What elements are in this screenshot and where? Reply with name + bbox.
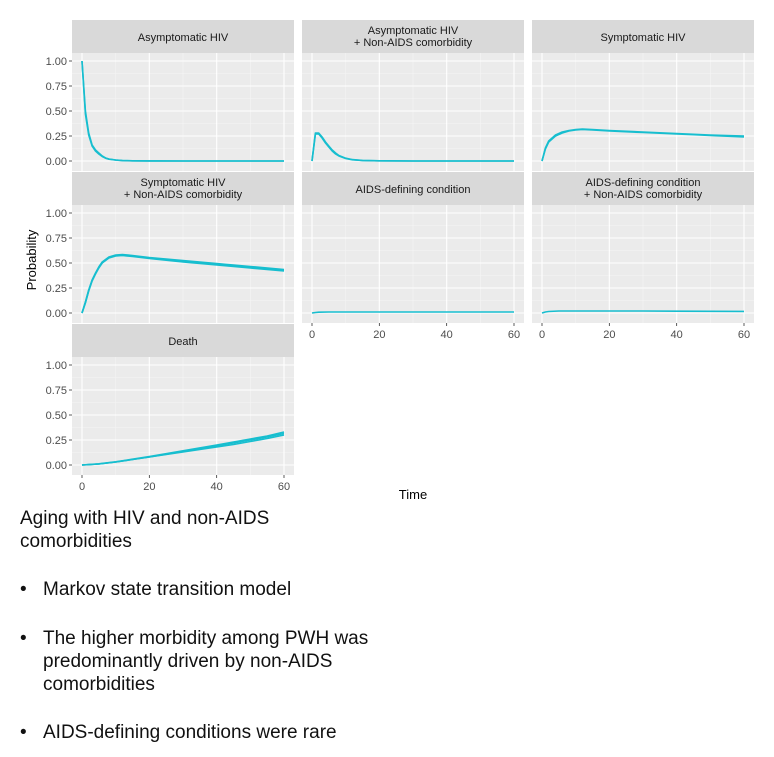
x-tick-label: 60 — [508, 329, 520, 341]
bullet-text: AIDS-defining conditions were rare — [43, 722, 337, 743]
facet-title: AIDS-defining condition — [356, 184, 471, 196]
facet-title: Symptomatic HIV — [601, 32, 687, 44]
bullet-marker: • — [20, 722, 27, 743]
x-tick-label: 40 — [671, 329, 683, 341]
y-tick-label: 0.00 — [46, 308, 67, 320]
y-tick-label: 0.00 — [46, 460, 67, 472]
y-tick-label: 0.75 — [46, 233, 67, 245]
x-tick-label: 20 — [373, 329, 385, 341]
y-tick-label: 1.00 — [46, 360, 67, 372]
facet-strip — [532, 20, 754, 53]
y-tick-label: 1.00 — [46, 208, 67, 220]
facet-strip — [72, 172, 294, 205]
facet-strip — [302, 172, 524, 205]
y-tick-label: 0.75 — [46, 81, 67, 93]
series-line — [81, 60, 284, 162]
y-tick-label: 0.50 — [46, 410, 67, 422]
series-line — [541, 310, 745, 314]
x-tick-label: 20 — [143, 481, 155, 493]
faceted-line-chart: Asymptomatic HIV 0.00 0.25 0.50 0.75 1.00 Asym… — [24, 20, 754, 502]
facet-title: Asymptomatic HIV — [368, 25, 459, 37]
y-tick-label: 1.00 — [46, 56, 67, 68]
series-line — [311, 311, 514, 314]
series-line — [81, 431, 285, 466]
x-tick-label: 60 — [278, 481, 290, 493]
bullet-text: Markov state transition model — [43, 579, 292, 600]
facet-strip — [72, 20, 294, 53]
y-tick-label: 0.50 — [46, 106, 67, 118]
y-tick-label: 0.00 — [46, 156, 67, 168]
y-tick-label: 0.75 — [46, 385, 67, 397]
caption-text: Aging with HIV and non-AIDS comorbiditie… — [20, 508, 270, 552]
y-tick-label: 0.25 — [46, 131, 67, 143]
x-tick-label: 40 — [441, 329, 453, 341]
x-tick-label: 0 — [309, 329, 315, 341]
x-tick-label: 40 — [211, 481, 223, 493]
y-tick-label: 0.50 — [46, 258, 67, 270]
x-tick-label: 20 — [603, 329, 615, 341]
facet-title: AIDS-defining condition — [586, 177, 701, 189]
facet-strip — [302, 20, 524, 53]
bullet-marker: • — [20, 628, 27, 649]
y-tick-label: 0.25 — [46, 283, 67, 295]
facet-title: Death — [168, 336, 197, 348]
x-axis-title: Time — [399, 487, 427, 502]
facet-title: Symptomatic HIV — [141, 177, 227, 189]
facet-strip — [532, 172, 754, 205]
series-line — [81, 254, 285, 314]
facet-title: + Non-AIDS comorbidity — [124, 189, 243, 201]
series-line — [541, 128, 745, 162]
facet-title: + Non-AIDS comorbidity — [354, 37, 473, 49]
y-tick-label: 0.25 — [46, 435, 67, 447]
facet-title: + Non-AIDS comorbidity — [584, 189, 703, 201]
y-axis-title: Probability — [24, 229, 39, 290]
bullet-text: The higher morbidity among PWH was predo… — [43, 628, 369, 695]
facet-strip — [72, 324, 294, 357]
x-tick-label: 60 — [738, 329, 750, 341]
x-tick-label: 0 — [79, 481, 85, 493]
x-tick-label: 0 — [539, 329, 545, 341]
facet-title: Asymptomatic HIV — [138, 32, 229, 44]
bullet-marker: • — [20, 579, 27, 600]
series-line — [311, 132, 514, 162]
